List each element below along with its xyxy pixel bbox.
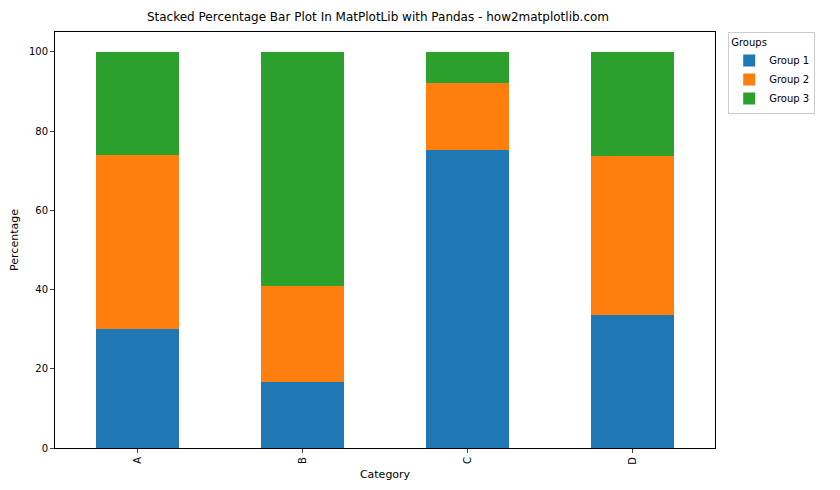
svg-text:100: 100 <box>29 46 48 57</box>
svg-text:80: 80 <box>35 126 48 137</box>
svg-text:C: C <box>462 457 473 464</box>
svg-text:Groups: Groups <box>731 37 767 48</box>
svg-text:0: 0 <box>42 443 48 454</box>
svg-text:Percentage: Percentage <box>8 209 21 271</box>
svg-text:40: 40 <box>35 284 48 295</box>
svg-text:D: D <box>627 457 638 465</box>
svg-text:Stacked Percentage Bar Plot In: Stacked Percentage Bar Plot In MatPlotLi… <box>147 10 609 24</box>
svg-text:Group 1: Group 1 <box>769 55 809 66</box>
svg-text:Group 3: Group 3 <box>769 93 809 104</box>
svg-text:20: 20 <box>35 363 48 374</box>
svg-text:Group 2: Group 2 <box>769 74 809 85</box>
svg-text:60: 60 <box>35 205 48 216</box>
svg-text:B: B <box>297 457 308 464</box>
svg-text:Category: Category <box>360 468 411 481</box>
svg-text:A: A <box>132 457 143 464</box>
